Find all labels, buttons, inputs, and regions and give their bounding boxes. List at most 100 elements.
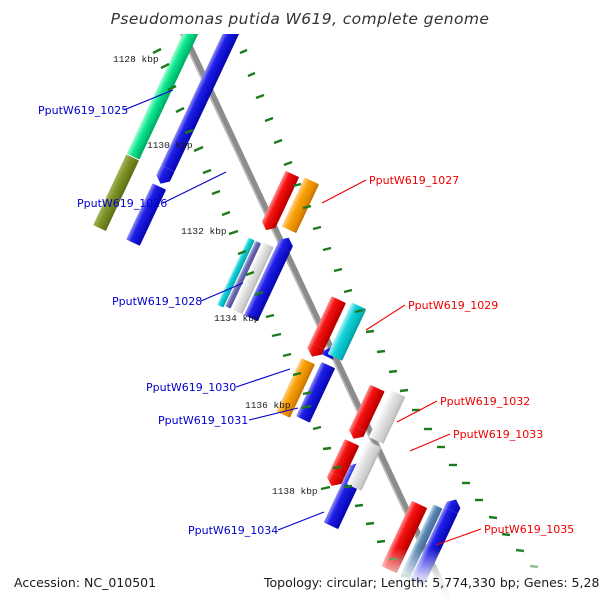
leader-line-PputW619_1033 (409, 433, 451, 452)
gene-label-PputW619_1030[interactable]: PputW619_1030 (146, 381, 236, 394)
tick-marker (354, 308, 364, 314)
gene-label-PputW619_1027[interactable]: PputW619_1027 (369, 174, 459, 187)
ruler-tick (271, 332, 282, 338)
ruler-tick (282, 352, 292, 358)
tick-marker (376, 349, 386, 354)
ruler-tick (245, 270, 255, 277)
gene-feature-PputW619_1027[interactable] (259, 169, 319, 242)
tick-marker (264, 116, 274, 123)
gene-body-red[interactable] (264, 171, 299, 223)
gene-arrow-head[interactable] (154, 165, 175, 187)
reverse-gene-labels[interactable]: PputW619_1027 PputW619_1029 PputW619_103… (321, 174, 574, 546)
leader-line-PputW619_1032 (396, 400, 438, 423)
title-backdrop (0, 0, 600, 34)
ruler-label-1138: 1138 kbp (272, 486, 318, 497)
gene-label-PputW619_1035[interactable]: PputW619_1035 (484, 523, 574, 536)
gene-arrow-head[interactable] (444, 496, 463, 514)
gene-arrow-head[interactable] (324, 471, 344, 490)
gene-body-red[interactable] (310, 296, 346, 349)
ruler-tick-major (301, 404, 312, 410)
ruler-label-1128: 1128 kbp (113, 54, 159, 65)
forward-strand-features[interactable] (93, 0, 368, 529)
gene-label-PputW619_1031[interactable]: PputW619_1031 (158, 414, 248, 427)
tick-marker (343, 288, 353, 294)
gene-body[interactable] (93, 154, 139, 231)
ruler-tick (354, 503, 364, 508)
gene-body-blue[interactable] (244, 245, 291, 322)
tick-marker (302, 204, 312, 210)
ruler-tick (152, 47, 162, 55)
ruler-tick-major (160, 62, 170, 70)
ruler-labels: 1128 kbp 1130 kbp 1132 kbp 1134 kbp 1136… (113, 54, 318, 497)
gene-arrow-head[interactable] (259, 216, 278, 233)
gene-body-white[interactable] (347, 441, 382, 491)
ruler-tick (332, 465, 342, 470)
gene-body-slate[interactable] (225, 241, 261, 309)
page-title: Pseudomonas putida W619, complete genome (111, 10, 490, 28)
reverse-strand-features[interactable] (259, 169, 463, 586)
gene-arrow-head[interactable] (346, 424, 367, 443)
leader-line-PputW619_1030 (235, 368, 291, 388)
leader-line-PputW619_1027 (321, 179, 367, 204)
footer-backdrop (0, 548, 600, 600)
leader-line-PputW619_1035 (435, 528, 482, 546)
leader-line-PputW619_1029 (365, 304, 406, 331)
leader-line-PputW619_1025 (123, 89, 174, 111)
gene-body-white[interactable] (369, 390, 406, 444)
gene-label-PputW619_1029[interactable]: PputW619_1029 (408, 299, 498, 312)
gene-body-orange[interactable] (282, 177, 319, 233)
gene-feature-PputW619_1026[interactable] (93, 154, 139, 231)
tick-marker (333, 267, 343, 273)
accession-text: Accession: NC_010501 (14, 575, 156, 590)
gene-body[interactable] (126, 183, 166, 246)
ruler-tick-major (265, 313, 275, 319)
ruler-tick-major (193, 145, 204, 153)
ruler-tick-major (320, 485, 331, 491)
gene-label-PputW619_1034[interactable]: PputW619_1034 (188, 524, 278, 537)
ruler-tick (343, 484, 353, 489)
ruler-tick (167, 84, 177, 92)
genome-summary-text: Topology: circular; Length: 5,774,330 bp… (263, 575, 600, 590)
tick-marker (388, 369, 398, 374)
gene-feature-PputW619_1030[interactable] (276, 358, 315, 418)
tick-marker-arc (226, 1, 539, 569)
gene-body-white[interactable] (231, 242, 274, 314)
tick-marker (501, 532, 511, 537)
gene-label-PputW619_1028[interactable]: PputW619_1028 (112, 295, 202, 308)
gene-label-PputW619_1032[interactable]: PputW619_1032 (440, 395, 530, 408)
ruler-tick (302, 390, 313, 396)
gene-feature-PputW619_1032[interactable] (346, 381, 406, 451)
ruler-tick (312, 425, 322, 431)
tick-marker (255, 93, 265, 100)
gene-body-cyan[interactable] (327, 302, 367, 361)
ruler-tick (365, 521, 375, 526)
forward-gene-labels[interactable]: PputW619_1025 PputW619_1026 PputW619_102… (38, 89, 325, 537)
gene-body[interactable] (276, 358, 315, 418)
leader-line-PputW619_1034 (277, 511, 325, 531)
ruler-tick (175, 106, 185, 114)
gene-label-PputW619_1025[interactable]: PputW619_1025 (38, 104, 128, 117)
gene-feature-PputW619_1029[interactable] (305, 294, 367, 369)
ruler-tick (211, 189, 221, 196)
gene-arrow-head[interactable] (305, 342, 325, 360)
leader-line-PputW619_1026 (162, 171, 227, 204)
ruler-label-1130: 1130 kbp (147, 140, 193, 151)
gene-label-PputW619_1033[interactable]: PputW619_1033 (453, 428, 543, 441)
ruler-label-1136: 1136 kbp (245, 400, 291, 411)
gene-feature-PputW619_1026-lane2[interactable] (126, 183, 166, 246)
ruler-tick (376, 539, 386, 544)
ruler-tick (237, 249, 247, 256)
tick-marker (283, 160, 293, 167)
tick-marker (399, 388, 409, 393)
gene-arrow-head[interactable] (276, 234, 296, 252)
tick-marker (273, 138, 283, 145)
gene-body-red[interactable] (351, 385, 385, 432)
gene-feature-PputW619_1028[interactable] (217, 222, 295, 323)
gene-label-PputW619_1026[interactable]: PputW619_1026 (77, 197, 167, 210)
tick-marker (312, 225, 322, 231)
leader-line-PputW619_1028 (200, 282, 244, 302)
tick-marker (365, 329, 375, 334)
ruler-tick-arc (135, 3, 409, 578)
